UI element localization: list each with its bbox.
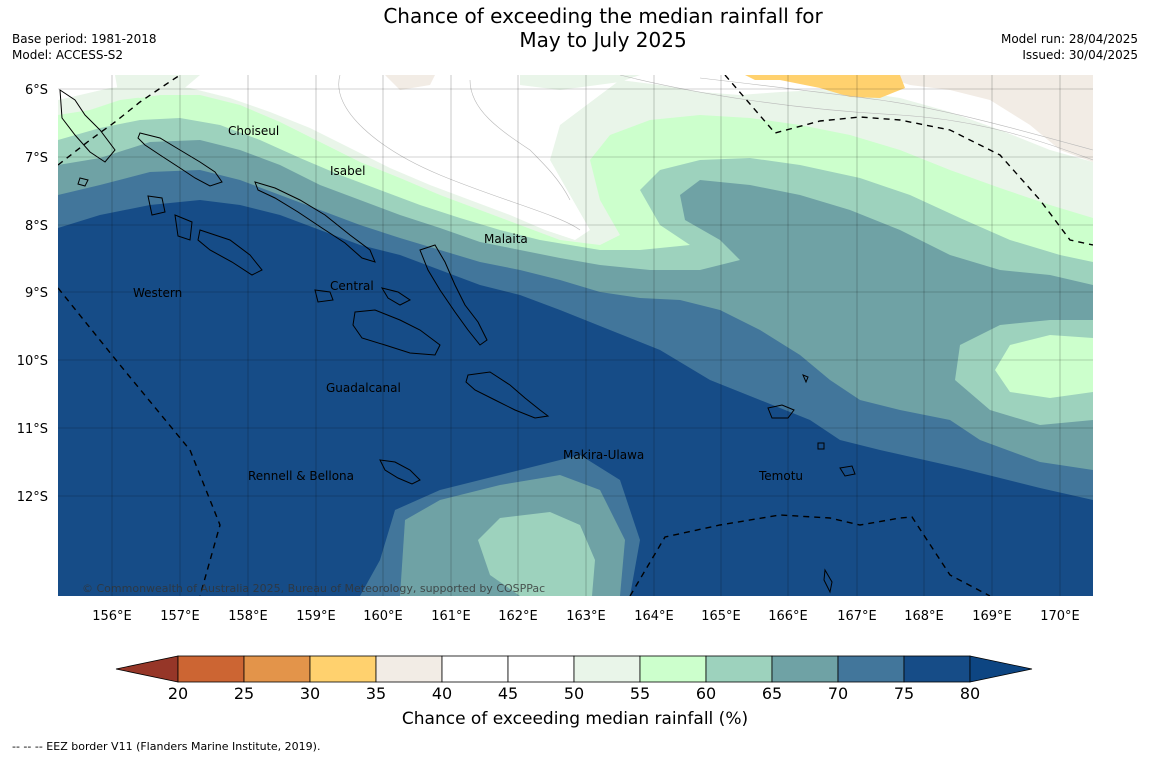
base-period: Base period: 1981-2018 [12, 32, 157, 46]
latitude-label: 8°S [25, 219, 48, 234]
chart-title-line-1: Chance of exceeding the median rainfall … [383, 4, 823, 28]
latitude-label: 7°S [25, 151, 48, 166]
colorbar-band [573, 655, 641, 683]
longitude-label: 170°E [1040, 609, 1080, 624]
probability-contours [58, 75, 1093, 596]
colorbar-band [837, 655, 905, 683]
longitude-label: 157°E [160, 609, 200, 624]
contour-lines [338, 75, 1093, 231]
colorbar-band [309, 655, 377, 683]
longitude-label: 161°E [431, 609, 471, 624]
colorbar-band [441, 655, 509, 683]
place-label: Temotu [758, 469, 803, 483]
chart-title-line-2: May to July 2025 [519, 28, 687, 52]
longitude-label: 159°E [296, 609, 336, 624]
place-label: Choiseul [228, 124, 279, 138]
colorbar-title: Chance of exceeding median rainfall (%) [401, 709, 749, 729]
place-label: Rennell & Bellona [248, 469, 354, 483]
place-labels: Choiseul Isabel Malaita Western Central Guada… [133, 124, 803, 483]
place-label: Malaita [484, 232, 528, 246]
place-label: Western [133, 286, 182, 300]
colorbar-band [375, 655, 443, 683]
colorbar-band [243, 655, 311, 683]
islands [59, 89, 856, 594]
colorbar-tick-label: 80 [959, 684, 981, 703]
colorbar-tick-label: 30 [299, 684, 321, 703]
longitude-label: 166°E [768, 609, 808, 624]
colorbar-over-arrow [969, 655, 1033, 683]
place-label: Makira-Ulawa [563, 448, 644, 462]
colorbar [115, 655, 1033, 683]
colorbar-band [903, 655, 971, 683]
makira-island [465, 371, 550, 419]
map-graticule [58, 75, 1093, 596]
latitude-label: 11°S [17, 422, 48, 437]
colorbar-band [507, 655, 575, 683]
santa-isabel-island [254, 181, 376, 263]
copyright-text: © Commonwealth of Australia 2025, Bureau… [82, 582, 545, 595]
model-name: Model: ACCESS-S2 [12, 48, 124, 62]
run-info: Model run: 28/04/2025 Issued: 30/04/2025 [1001, 31, 1138, 63]
colorbar-tick-label: 50 [563, 684, 585, 703]
latitude-label: 6°S [25, 83, 48, 98]
colorbar-band [639, 655, 707, 683]
longitude-label: 164°E [634, 609, 674, 624]
colorbar-tick-label: 75 [893, 684, 915, 703]
longitude-label: 167°E [837, 609, 877, 624]
latitude-label: 12°S [17, 490, 48, 505]
colorbar-tick-label: 45 [497, 684, 519, 703]
colorbar-band [705, 655, 773, 683]
latitude-labels: 6°S 7°S 8°S 9°S 10°S 11°S 12°S [17, 83, 48, 505]
place-label: Isabel [330, 164, 365, 178]
longitude-label: 163°E [566, 609, 606, 624]
issued-date: Issued: 30/04/2025 [1022, 48, 1138, 62]
colorbar-band [771, 655, 839, 683]
colorbar-tick-label: 60 [695, 684, 717, 703]
model-run-date: Model run: 28/04/2025 [1000, 32, 1138, 46]
longitude-label: 169°E [972, 609, 1012, 624]
longitude-labels: 156°E 157°E 158°E 159°E 160°E 161°E 162°E 163°E… [92, 609, 1080, 624]
colorbar-tick-label: 25 [233, 684, 255, 703]
longitude-label: 162°E [498, 609, 538, 624]
malaita-island [419, 244, 488, 346]
colorbar-tick-label: 70 [827, 684, 849, 703]
colorbar-under-arrow [115, 655, 179, 683]
longitude-label: 160°E [363, 609, 403, 624]
eez-border [58, 75, 1093, 596]
model-info: Base period: 1981-2018 Model: ACCESS-S2 [12, 31, 157, 63]
rennell-island [379, 459, 421, 485]
longitude-label: 168°E [904, 609, 944, 624]
eez-legend: -- -- -- EEZ border V11 (Flanders Marine… [12, 740, 321, 753]
latitude-label: 10°S [17, 354, 48, 369]
place-label: Guadalcanal [326, 381, 401, 395]
choiseul-island [137, 132, 223, 187]
guadalcanal-island [352, 309, 441, 356]
colorbar-tick-label: 20 [167, 684, 189, 703]
colorbar-tick-label: 40 [431, 684, 453, 703]
colorbar-tick-label: 55 [629, 684, 651, 703]
latitude-label: 9°S [25, 286, 48, 301]
colorbar-band [177, 655, 245, 683]
longitude-label: 158°E [228, 609, 268, 624]
place-label: Central [330, 279, 374, 293]
colorbar-tick-label: 35 [365, 684, 387, 703]
colorbar-tick-label: 65 [761, 684, 783, 703]
longitude-label: 156°E [92, 609, 132, 624]
longitude-label: 165°E [701, 609, 741, 624]
santa-cruz-island [767, 404, 795, 419]
